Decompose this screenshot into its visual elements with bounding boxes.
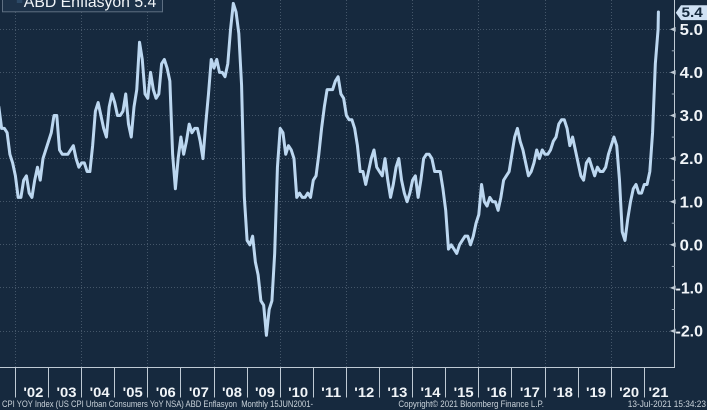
svg-text:'16: '16 [487,384,507,400]
svg-text:2.0: 2.0 [680,151,703,168]
svg-text:'08: '08 [222,384,242,400]
svg-text:'21: '21 [649,384,669,400]
svg-text:'13: '13 [387,384,407,400]
svg-text:'14: '14 [421,384,441,400]
svg-text:'04: '04 [90,384,110,400]
svg-text:5.0: 5.0 [680,22,703,39]
svg-text:4.0: 4.0 [680,65,703,82]
svg-text:CPI YOY Index (US CPI Urban Co: CPI YOY Index (US CPI Urban Consumers Yo… [2,399,313,409]
svg-text:-2.0: -2.0 [676,324,704,341]
svg-text:'11: '11 [321,384,341,400]
svg-text:-1.0: -1.0 [676,281,704,298]
svg-text:'12: '12 [354,384,374,400]
svg-text:ABD Enflasyon 5.4: ABD Enflasyon 5.4 [24,0,157,11]
svg-text:'05: '05 [123,384,143,400]
svg-text:'07: '07 [189,384,209,400]
svg-text:'09: '09 [255,384,275,400]
svg-text:1.0: 1.0 [680,194,703,211]
svg-text:Copyright© 2021 Bloomberg Fina: Copyright© 2021 Bloomberg Finance L.P. [398,399,544,409]
svg-text:0.0: 0.0 [680,237,703,254]
svg-text:'02: '02 [23,384,43,400]
svg-text:'03: '03 [57,384,77,400]
svg-text:'06: '06 [156,384,176,400]
svg-text:'10: '10 [288,384,308,400]
svg-text:5.4: 5.4 [682,4,704,20]
svg-text:13-Jul-2021 15:34:23: 13-Jul-2021 15:34:23 [628,399,706,409]
svg-text:'17: '17 [520,384,540,400]
svg-text:3.0: 3.0 [680,108,703,125]
svg-text:'18: '18 [553,384,573,400]
svg-text:'19: '19 [586,384,606,400]
svg-text:'15: '15 [454,384,474,400]
svg-text:'20: '20 [619,384,639,400]
